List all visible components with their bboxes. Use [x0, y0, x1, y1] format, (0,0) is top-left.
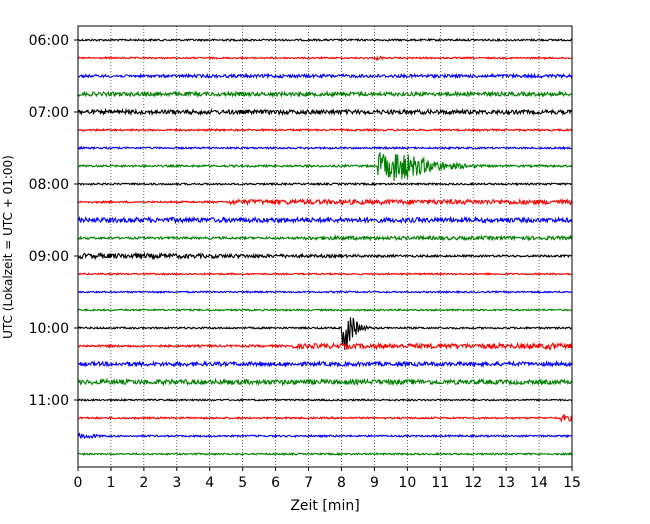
x-tick-label: 8 — [337, 475, 346, 491]
x-tick-label: 3 — [172, 475, 181, 491]
trace-0845 — [77, 234, 573, 242]
trace-1115 — [77, 413, 573, 423]
trace-0830 — [77, 215, 573, 225]
y-tick-label: 07:00 — [29, 105, 69, 121]
x-tick-label: 9 — [370, 475, 379, 491]
trace-1015 — [77, 341, 573, 351]
trace-1100 — [77, 398, 573, 402]
x-tick-label: 11 — [431, 475, 449, 491]
x-tick-label: 12 — [464, 475, 482, 491]
trace-0615 — [77, 55, 573, 61]
trace-0915 — [77, 271, 573, 276]
trace-0700 — [77, 107, 573, 117]
y-tick-label: 08:00 — [29, 177, 69, 193]
trace-0945 — [78, 308, 573, 312]
trace-1045 — [77, 377, 573, 387]
x-tick-label: 5 — [238, 475, 247, 491]
trace-0715 — [77, 127, 573, 133]
trace-0930 — [77, 289, 573, 295]
x-tick-label: 14 — [530, 475, 548, 491]
y-tick-label: 09:00 — [29, 249, 69, 265]
y-axis-label: UTC (Lokalzeit = UTC + 01:00) — [1, 155, 15, 339]
x-tick-label: 1 — [106, 475, 115, 491]
x-tick-label: 15 — [563, 475, 581, 491]
trace-1030 — [77, 359, 573, 368]
trace-1130 — [77, 432, 573, 440]
plot-frame — [77, 25, 573, 468]
x-tick-label: 4 — [205, 475, 214, 491]
trace-0745 — [77, 151, 573, 181]
trace-0800 — [77, 181, 573, 187]
trace-0645 — [77, 90, 573, 98]
x-tick-label: 13 — [497, 475, 515, 491]
trace-0815 — [77, 197, 573, 207]
x-tick-label: 0 — [74, 475, 83, 491]
trace-0900 — [77, 251, 573, 261]
x-axis-label: Zeit [min] — [290, 498, 359, 514]
y-tick-label: 06:00 — [29, 33, 69, 49]
trace-layer — [77, 37, 573, 456]
x-tick-label: 6 — [271, 475, 280, 491]
trace-1000 — [77, 317, 573, 350]
y-tick-label: 10:00 — [29, 321, 69, 337]
trace-1145 — [77, 452, 573, 456]
trace-0730 — [77, 145, 573, 151]
tick-layer: 0 1 2 3 4 5 6 7 8 9 10 11 12 13 14 1506:0007:0008:0009:… — [29, 33, 581, 491]
x-tick-label: 2 — [139, 475, 148, 491]
x-tick-label: 7 — [304, 475, 313, 491]
y-tick-label: 11:00 — [29, 393, 69, 409]
x-tick-label: 10 — [398, 475, 416, 491]
trace-0630 — [77, 72, 573, 80]
trace-0600 — [77, 37, 573, 43]
